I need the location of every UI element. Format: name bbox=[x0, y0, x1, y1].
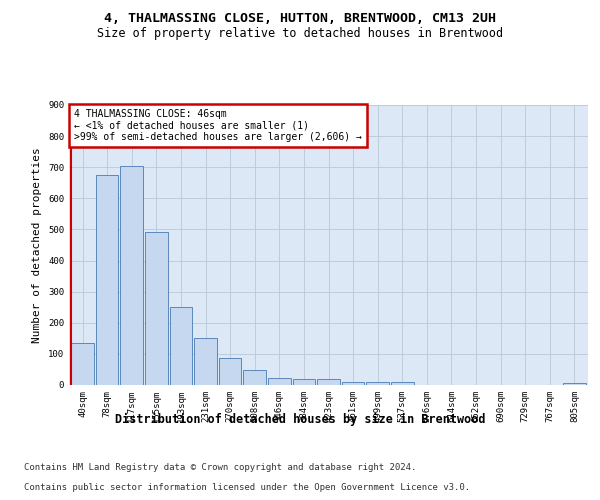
Text: Distribution of detached houses by size in Brentwood: Distribution of detached houses by size … bbox=[115, 412, 485, 426]
Text: Contains HM Land Registry data © Crown copyright and database right 2024.: Contains HM Land Registry data © Crown c… bbox=[24, 464, 416, 472]
Bar bbox=[170, 306, 192, 385]
Text: Contains public sector information licensed under the Open Government Licence v3: Contains public sector information licen… bbox=[24, 484, 470, 492]
Bar bbox=[71, 343, 94, 385]
Text: 4 THALMASSING CLOSE: 46sqm
← <1% of detached houses are smaller (1)
>99% of semi: 4 THALMASSING CLOSE: 46sqm ← <1% of deta… bbox=[74, 109, 362, 142]
Bar bbox=[391, 382, 413, 385]
Bar bbox=[219, 358, 241, 385]
Bar bbox=[293, 379, 315, 385]
Bar bbox=[244, 370, 266, 385]
Bar bbox=[563, 383, 586, 385]
Bar bbox=[96, 175, 118, 385]
Bar bbox=[194, 338, 217, 385]
Text: Size of property relative to detached houses in Brentwood: Size of property relative to detached ho… bbox=[97, 28, 503, 40]
Bar bbox=[145, 232, 167, 385]
Bar bbox=[317, 379, 340, 385]
Bar bbox=[268, 378, 290, 385]
Y-axis label: Number of detached properties: Number of detached properties bbox=[32, 147, 43, 343]
Bar bbox=[367, 382, 389, 385]
Text: 4, THALMASSING CLOSE, HUTTON, BRENTWOOD, CM13 2UH: 4, THALMASSING CLOSE, HUTTON, BRENTWOOD,… bbox=[104, 12, 496, 26]
Bar bbox=[121, 166, 143, 385]
Bar bbox=[342, 382, 364, 385]
